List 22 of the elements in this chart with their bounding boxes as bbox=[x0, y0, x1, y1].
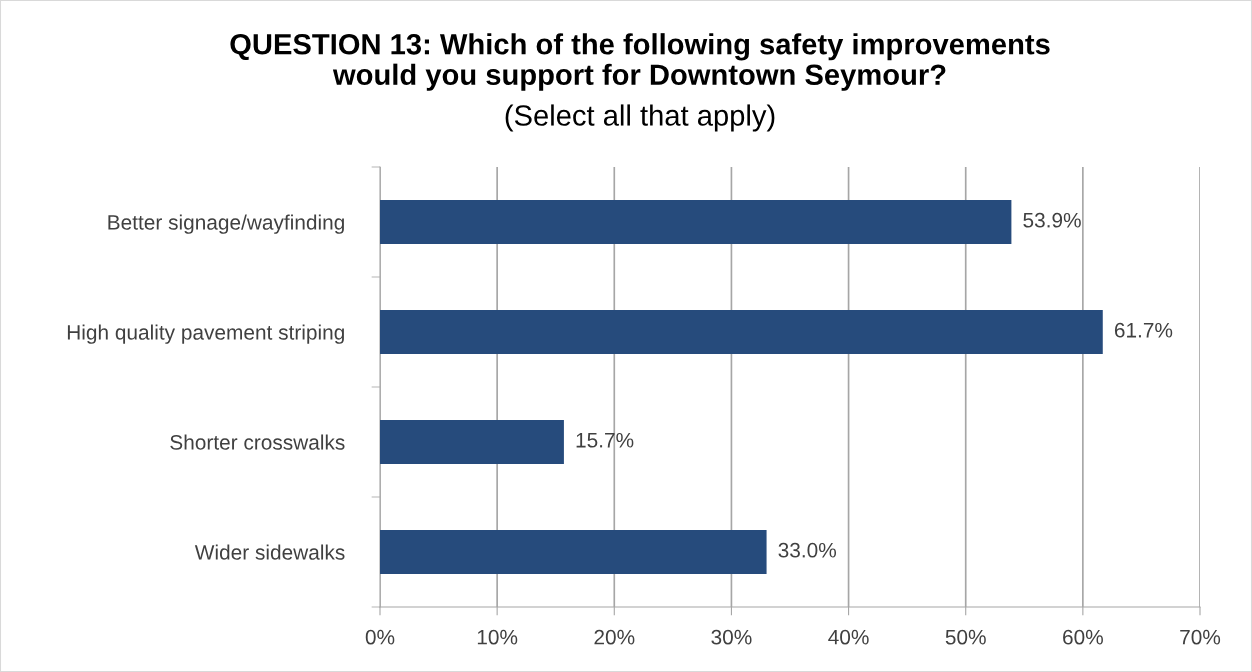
y-tick-label: High quality pavement striping bbox=[67, 324, 344, 344]
x-tick-label: 10% bbox=[477, 629, 518, 645]
y-tick-label: Wider sidewalks bbox=[194, 544, 345, 560]
bar bbox=[380, 200, 1012, 244]
data-label: 33.0% bbox=[778, 542, 837, 558]
bar bbox=[380, 310, 1103, 354]
x-tick-label: 50% bbox=[945, 629, 986, 645]
x-tick-label: 20% bbox=[594, 629, 635, 645]
data-label: 53.9% bbox=[1023, 212, 1081, 228]
y-tick-label: Better signage/wayfinding bbox=[108, 214, 344, 234]
bar bbox=[380, 530, 767, 574]
x-tick-label: 70% bbox=[1180, 629, 1221, 645]
chart-subtitle: (Select all that apply) bbox=[505, 104, 775, 132]
y-tick-label: Shorter crosswalks bbox=[170, 434, 345, 450]
bar bbox=[380, 420, 564, 464]
x-tick-label: 40% bbox=[828, 629, 869, 645]
chart-title: QUESTION 13: Which of the following safety improvements would you support for Downtown Seymour? bbox=[230, 33, 1050, 91]
data-label: 15.7% bbox=[576, 432, 634, 448]
x-tick-label: 30% bbox=[711, 629, 752, 645]
data-label: 61.7% bbox=[1114, 322, 1173, 338]
x-tick-label: 0% bbox=[365, 629, 395, 645]
x-tick-label: 60% bbox=[1063, 629, 1103, 645]
